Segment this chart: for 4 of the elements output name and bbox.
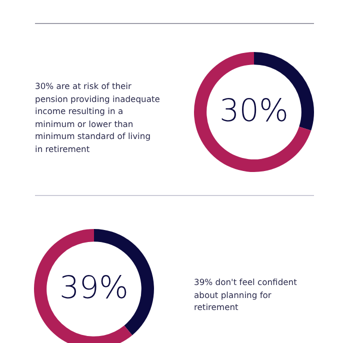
text: 30% are at risk of their pension providing inadequate income resulting in a minimum or lower than minimum standard of living in retirement [35, 80, 160, 155]
text: 39% don't feel confident about planning for retirement [194, 276, 298, 314]
data-label: 30% [220, 93, 288, 130]
data-label: 39% [60, 270, 128, 306]
